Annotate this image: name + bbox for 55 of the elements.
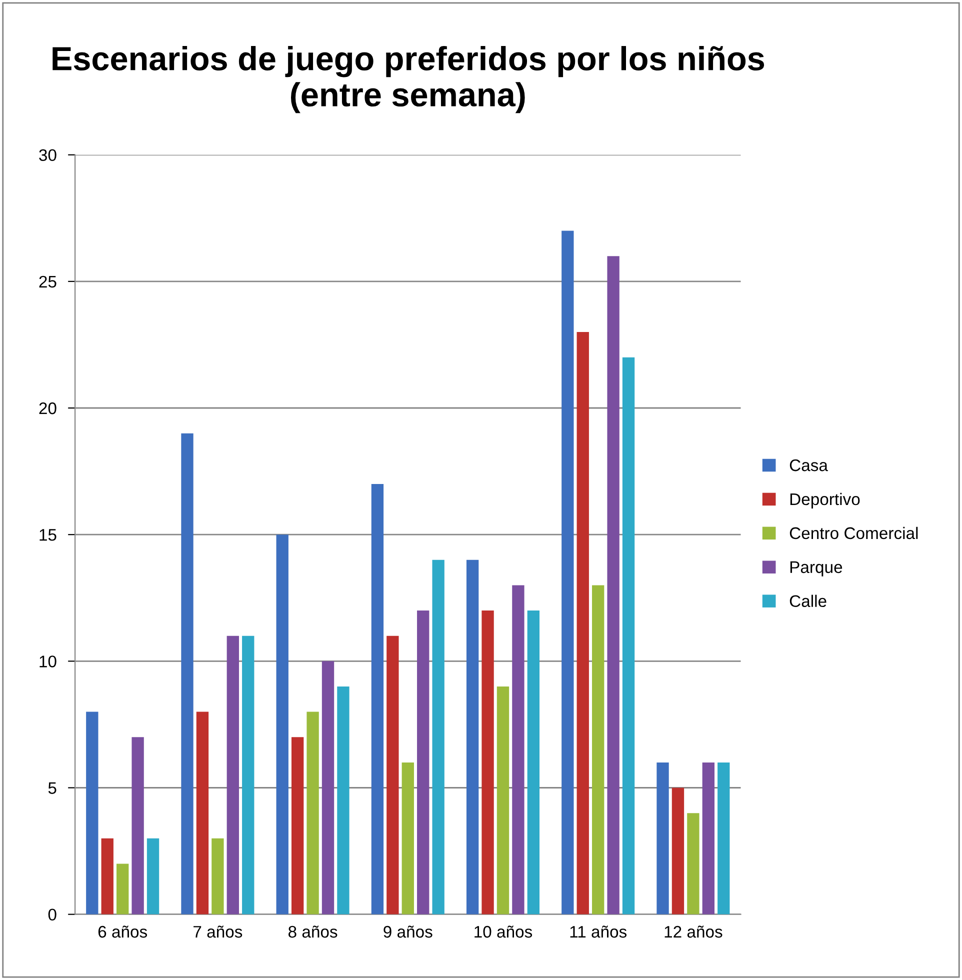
bar <box>702 762 714 914</box>
y-tick-label: 15 <box>40 529 56 541</box>
y-tick-label: 5 <box>48 782 56 794</box>
x-tick-label: 12 años <box>664 926 722 938</box>
bar <box>337 686 350 914</box>
bar <box>196 712 209 914</box>
bar <box>482 610 494 914</box>
y-tick-label: 30 <box>39 149 56 162</box>
bar <box>562 230 574 914</box>
bar <box>656 762 669 914</box>
x-tick-label: 7 años <box>194 926 242 938</box>
bar <box>101 838 114 914</box>
legend-label: Deportivo <box>790 492 860 508</box>
bar <box>212 838 224 914</box>
bar <box>146 838 160 914</box>
bar <box>226 636 239 914</box>
y-tick-label: 0 <box>48 908 56 921</box>
bar <box>306 712 319 914</box>
bar <box>687 813 700 914</box>
bar <box>86 712 98 914</box>
bar <box>132 737 144 914</box>
bar <box>242 636 254 914</box>
x-tick-label: 9 años <box>384 926 432 938</box>
bar <box>402 762 414 914</box>
bar <box>527 610 540 914</box>
bar <box>576 332 589 914</box>
bar <box>417 610 430 914</box>
bar <box>592 585 604 914</box>
bar <box>622 357 635 914</box>
bar <box>386 636 399 914</box>
bar <box>181 433 194 914</box>
bar <box>496 686 510 914</box>
y-tick-label: 10 <box>40 656 56 668</box>
x-tick-label: 8 años <box>288 926 338 938</box>
bar <box>512 585 524 914</box>
bar <box>276 534 288 914</box>
x-tick-label: 6 años <box>98 926 148 938</box>
y-tick-label: 20 <box>39 402 56 414</box>
bar <box>607 256 620 914</box>
bar <box>322 661 334 914</box>
legend-label: Centro Comercial <box>790 526 918 540</box>
y-tick-label: 25 <box>39 276 56 288</box>
bar <box>291 737 304 914</box>
x-tick-label: 10 años <box>474 926 532 938</box>
chart-title: Escenarios de juego preferidos por los niños (entre semana) <box>52 46 764 114</box>
bar <box>466 560 479 914</box>
legend-label: Casa <box>790 459 828 472</box>
x-tick-label: 11 años <box>570 926 627 938</box>
bar <box>371 484 384 914</box>
bar <box>432 560 444 914</box>
legend-label: Calle <box>790 594 826 608</box>
bar <box>116 864 129 914</box>
bar <box>672 788 684 914</box>
legend-label: Parque <box>790 561 842 576</box>
bar <box>718 762 730 914</box>
